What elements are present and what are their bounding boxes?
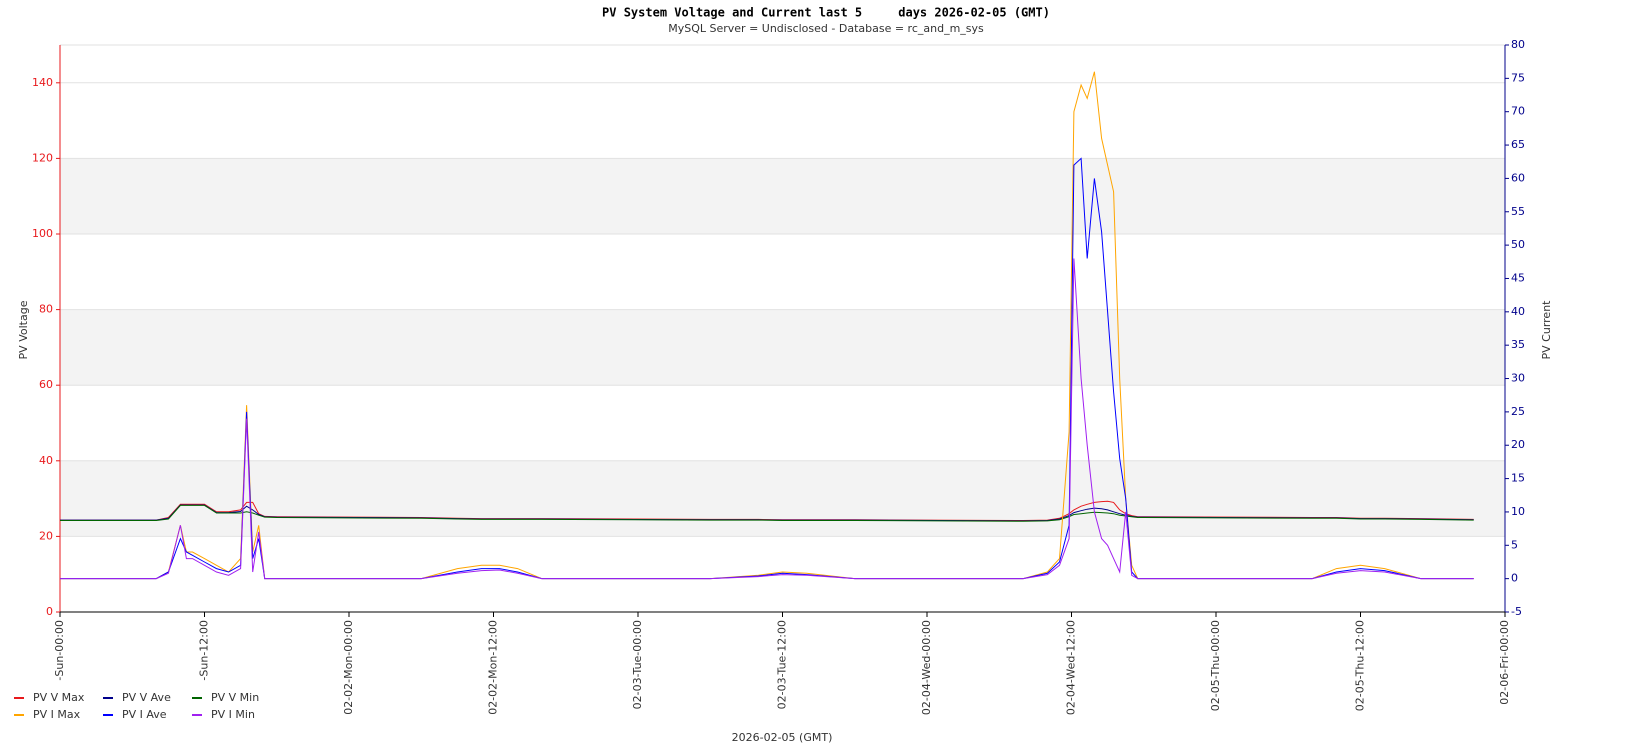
y2-tick-label: 55 — [1511, 205, 1525, 218]
y-tick-label: 40 — [39, 454, 53, 467]
x-tick-label: 02-02-Mon-00:00 — [342, 620, 355, 715]
grid-band — [60, 158, 1505, 234]
y2-tick-label: 50 — [1511, 238, 1525, 251]
x-tick-label: 02-03-Tue-00:00 — [631, 620, 644, 709]
x-tick-label: 02-06-Fri-00:00 — [1498, 620, 1511, 705]
y-tick-label: 100 — [32, 227, 53, 240]
legend-label: PV V Ave — [122, 691, 171, 704]
legend-label: PV V Max — [33, 691, 85, 704]
legend-label: PV I Min — [211, 708, 255, 721]
y-tick-label: 0 — [46, 605, 53, 618]
x-tick-label: 02-04-Wed-12:00 — [1065, 620, 1078, 715]
y2-tick-label: 80 — [1511, 38, 1525, 51]
y2-tick-label: -5 — [1511, 605, 1522, 618]
y-axis-title: PV Voltage — [17, 300, 30, 359]
x-tick-label: 02-03-Tue-12:00 — [776, 620, 789, 709]
x-tick-label: 02-05-Thu-12:00 — [1354, 620, 1367, 711]
legend-label: PV V Min — [211, 691, 259, 704]
y-tick-label: 80 — [39, 303, 53, 316]
y2-tick-label: 35 — [1511, 338, 1525, 351]
x-tick-label: -Sun-12:00 — [198, 620, 211, 681]
x-tick-label: 02-04-Wed-00:00 — [920, 620, 933, 715]
y2-tick-label: 45 — [1511, 271, 1525, 284]
y2-tick-label: 10 — [1511, 505, 1525, 518]
chart-subtitle: MySQL Server = Undisclosed - Database = … — [668, 22, 984, 35]
grid-band — [60, 309, 1505, 386]
x-tick-label: 02-02-Mon-12:00 — [487, 620, 500, 715]
y2-axis-title: PV Current — [1540, 300, 1553, 360]
grid-band — [60, 460, 1505, 537]
y2-tick-label: 65 — [1511, 138, 1525, 151]
y-tick-label: 60 — [39, 378, 53, 391]
chart-title: PV System Voltage and Current last 5 day… — [602, 6, 1050, 20]
y2-tick-label: 30 — [1511, 372, 1525, 385]
y2-tick-label: 70 — [1511, 105, 1525, 118]
x-axis-title: 2026-02-05 (GMT) — [732, 731, 833, 744]
y2-tick-label: 20 — [1511, 438, 1525, 451]
x-tick-label: 02-05-Thu-00:00 — [1209, 620, 1222, 711]
y2-tick-label: 0 — [1511, 572, 1518, 585]
y-tick-label: 20 — [39, 529, 53, 542]
y2-tick-label: 25 — [1511, 405, 1525, 418]
y2-tick-label: 15 — [1511, 472, 1525, 485]
legend-label: PV I Max — [33, 708, 81, 721]
series-line — [60, 258, 1474, 580]
y2-tick-label: 75 — [1511, 71, 1525, 84]
legend-label: PV I Ave — [122, 708, 167, 721]
y-tick-label: 120 — [32, 151, 53, 164]
y2-tick-label: 40 — [1511, 305, 1525, 318]
series-line — [60, 157, 1474, 580]
y2-tick-label: 60 — [1511, 171, 1525, 184]
y-tick-label: 140 — [32, 76, 53, 89]
y2-tick-label: 5 — [1511, 538, 1518, 551]
x-tick-label: -Sun-00:00 — [53, 620, 66, 681]
